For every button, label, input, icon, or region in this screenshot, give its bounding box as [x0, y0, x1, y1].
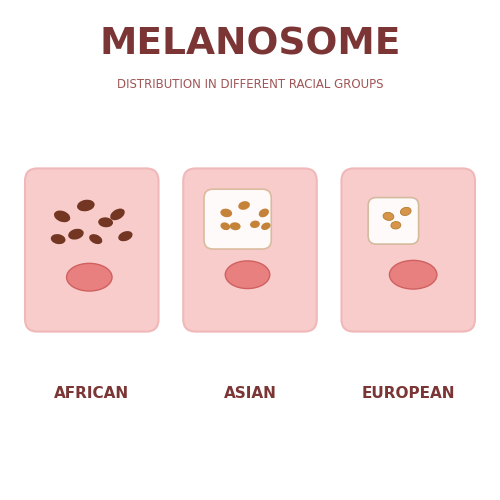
Ellipse shape	[118, 231, 132, 241]
FancyBboxPatch shape	[342, 168, 475, 332]
Text: DISTRIBUTION IN DIFFERENT RACIAL GROUPS: DISTRIBUTION IN DIFFERENT RACIAL GROUPS	[117, 78, 384, 91]
Text: MELANOSOME: MELANOSOME	[100, 27, 401, 63]
Ellipse shape	[110, 208, 125, 220]
Ellipse shape	[66, 264, 112, 291]
Ellipse shape	[220, 208, 232, 217]
Ellipse shape	[261, 222, 270, 230]
Ellipse shape	[98, 218, 113, 228]
Ellipse shape	[383, 212, 394, 220]
Ellipse shape	[68, 229, 84, 239]
Text: AFRICAN: AFRICAN	[54, 386, 130, 401]
Ellipse shape	[89, 234, 102, 244]
FancyBboxPatch shape	[183, 168, 317, 332]
Ellipse shape	[258, 208, 269, 218]
Ellipse shape	[226, 261, 270, 288]
FancyBboxPatch shape	[204, 189, 272, 249]
Ellipse shape	[77, 200, 94, 211]
FancyBboxPatch shape	[25, 168, 158, 332]
Text: ASIAN: ASIAN	[224, 386, 276, 401]
Ellipse shape	[51, 234, 66, 244]
FancyBboxPatch shape	[368, 198, 418, 244]
Ellipse shape	[230, 222, 240, 230]
Ellipse shape	[250, 220, 260, 228]
Text: EUROPEAN: EUROPEAN	[362, 386, 455, 401]
Ellipse shape	[391, 222, 401, 229]
Ellipse shape	[238, 201, 250, 210]
Ellipse shape	[54, 210, 70, 222]
Ellipse shape	[400, 208, 411, 216]
Ellipse shape	[390, 260, 437, 289]
Ellipse shape	[220, 222, 230, 230]
